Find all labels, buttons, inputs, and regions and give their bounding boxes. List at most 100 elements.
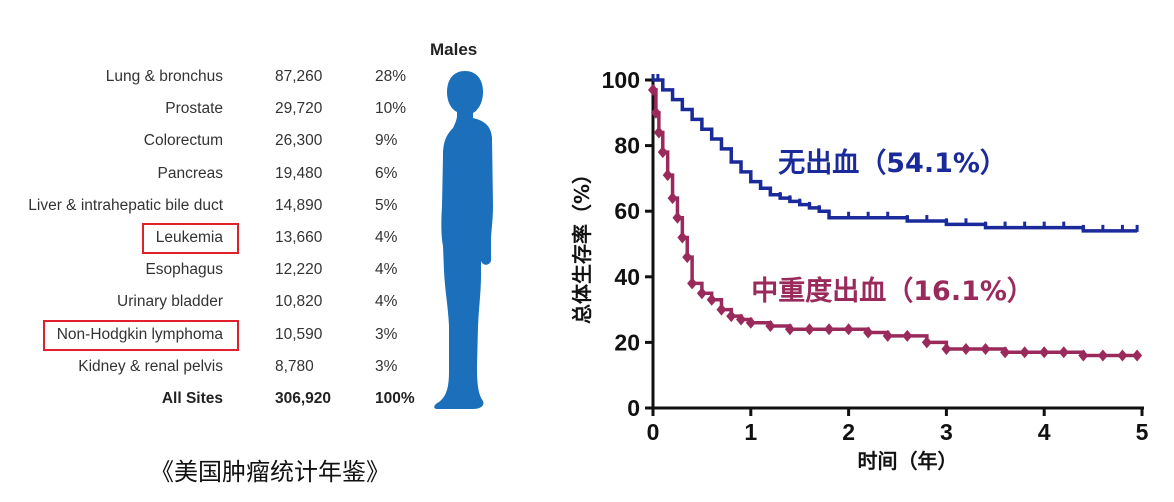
data-point: [941, 342, 952, 355]
data-point: [824, 323, 835, 336]
data-point: [882, 329, 893, 342]
table-row: Colorectum 26,300 9%: [0, 132, 420, 158]
data-point: [677, 231, 688, 244]
x-tick-label: 1: [744, 419, 757, 445]
data-point: [1039, 346, 1050, 359]
case-percent: 5%: [375, 196, 398, 214]
data-point: [745, 316, 756, 329]
site-label: Lung & bronchus: [105, 68, 223, 85]
data-point: [657, 146, 668, 159]
case-count: 306,920: [275, 390, 332, 407]
x-tick-label: 4: [1038, 419, 1051, 445]
case-count: 12,220: [275, 261, 323, 279]
data-point: [662, 169, 673, 182]
case-percent: 9%: [375, 132, 398, 150]
case-count: 10,590: [275, 325, 323, 343]
case-percent: 3%: [375, 357, 398, 375]
site-label: Colorectum: [143, 132, 223, 150]
data-point: [902, 329, 913, 342]
table-row: Prostate 29,720 10%: [0, 100, 420, 126]
plot-area: 0 20 40 60 80 100 0 1 2 3 4 5 时间（年） 总体生存率（%） 无出血（54.1%…: [570, 67, 1149, 473]
y-tick-label: 40: [614, 264, 640, 290]
data-point: [706, 293, 717, 306]
table-row: Urinary bladder 10,820 4%: [0, 293, 420, 319]
data-point: [1132, 349, 1143, 362]
data-point: [765, 320, 776, 332]
data-point: [1117, 349, 1128, 362]
table-row: Leukemia 13,660 4%: [0, 229, 420, 255]
table-row: Non-Hodgkin lymphoma 10,590 3%: [0, 326, 420, 352]
case-count: 10,820: [275, 293, 323, 311]
male-silhouette-icon: [434, 71, 493, 409]
data-point: [687, 277, 698, 290]
case-count: 29,720: [275, 100, 323, 118]
table-row: Liver & intrahepatic bile duct 14,890 5%: [0, 197, 420, 223]
x-tick-label: 0: [647, 419, 660, 445]
data-point: [980, 342, 991, 355]
series-label: 无出血（54.1%）: [778, 148, 1007, 179]
y-tick-label: 80: [614, 133, 640, 159]
site-label: Pancreas: [157, 164, 223, 182]
table-header-males: Males: [430, 40, 478, 59]
table-row: Lung & bronchus 87,260 28%: [0, 68, 420, 94]
data-point: [672, 211, 683, 224]
data-point: [696, 287, 707, 300]
case-count: 8,780: [275, 357, 314, 375]
case-count: 87,260: [275, 68, 323, 85]
case-percent: 4%: [375, 261, 398, 279]
data-point: [716, 303, 727, 316]
source-caption: 《美国肿瘤统计年鉴》: [150, 458, 390, 486]
site-label: Non-Hodgkin lymphoma: [56, 325, 223, 343]
y-axis-label: 总体生存率（%）: [570, 164, 594, 324]
data-point: [650, 106, 661, 119]
data-point: [648, 83, 658, 96]
site-label: Kidney & renal pelvis: [78, 357, 223, 375]
survival-chart: 0 20 40 60 80 100 0 1 2 3 4 5 时间（年） 总体生存率（%） 无出血（54.1%…: [570, 67, 1149, 473]
y-tick-label: 20: [614, 329, 640, 355]
case-count: 26,300: [275, 132, 323, 150]
y-tick-label: 100: [602, 67, 640, 93]
case-percent: 3%: [375, 325, 398, 343]
table-row: Pancreas 19,480 6%: [0, 165, 420, 191]
data-point: [804, 323, 815, 336]
data-point: [1058, 346, 1069, 359]
case-percent: 6%: [375, 164, 398, 182]
site-label: All Sites: [161, 390, 223, 407]
case-count: 13,660: [275, 229, 323, 246]
case-percent: 4%: [375, 293, 398, 311]
data-point: [653, 126, 664, 139]
cancer-statistics-panel: Males Lung & bronchus 87,260 28% Prostate 29…: [0, 0, 520, 502]
data-point: [1097, 349, 1108, 362]
table-total-row: All Sites 306,920 100%: [0, 390, 420, 416]
case-percent: 28%: [375, 68, 407, 85]
data-point: [1078, 349, 1089, 362]
highlight-box: [42, 319, 239, 351]
case-percent: 10%: [375, 100, 407, 118]
data-point: [921, 336, 932, 349]
x-axis-label: 时间（年）: [858, 449, 958, 473]
table-row: Kidney & renal pelvis 8,780 3%: [0, 358, 420, 384]
data-point: [1019, 346, 1030, 359]
x-tick-label: 2: [842, 419, 855, 445]
series-label: 中重度出血（16.1%）: [751, 275, 1034, 307]
data-point: [726, 310, 737, 323]
x-tick-label: 5: [1136, 419, 1149, 445]
data-point: [784, 323, 795, 336]
case-count: 19,480: [275, 164, 323, 182]
data-point: [863, 326, 874, 339]
highlight-box: [141, 223, 239, 254]
data-point: [1000, 346, 1011, 359]
x-tick-label: 3: [940, 419, 953, 445]
data-point: [960, 342, 971, 355]
data-point: [682, 251, 693, 264]
data-point: [843, 323, 854, 336]
site-label: Esophagus: [145, 261, 223, 279]
site-label: Prostate: [165, 100, 223, 118]
table-row: Esophagus 12,220 4%: [0, 261, 420, 287]
data-point: [667, 192, 678, 205]
y-tick-label: 60: [614, 198, 640, 224]
site-label: Leukemia: [155, 229, 223, 246]
case-percent: 100%: [375, 390, 415, 407]
case-percent: 4%: [375, 229, 398, 246]
site-label: Liver & intrahepatic bile duct: [28, 196, 223, 214]
